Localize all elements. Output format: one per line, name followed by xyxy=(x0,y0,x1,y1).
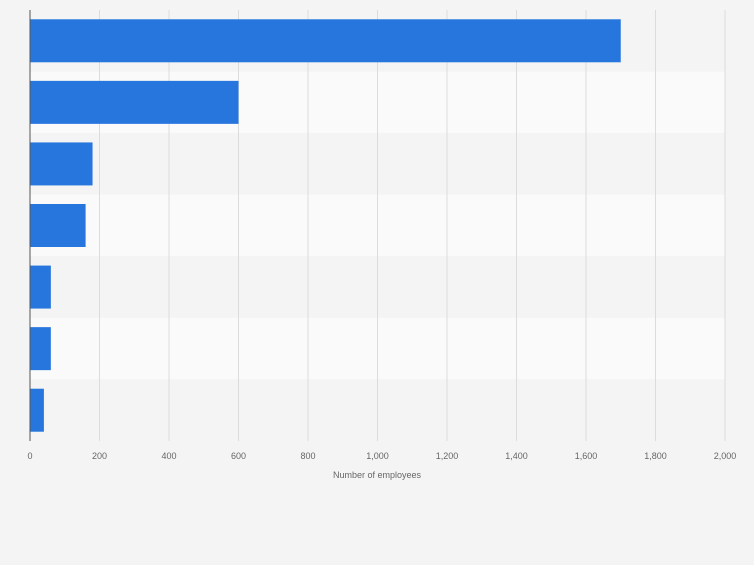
bar xyxy=(30,204,86,247)
x-tick-label: 1,600 xyxy=(575,451,598,461)
bar xyxy=(30,327,51,371)
bar xyxy=(30,265,51,309)
bar xyxy=(30,142,93,186)
bars xyxy=(30,19,621,432)
x-tick-label: 1,200 xyxy=(436,451,459,461)
x-tick-label: 1,800 xyxy=(644,451,667,461)
x-tick-label: 800 xyxy=(300,451,315,461)
x-tick-label: 400 xyxy=(161,451,176,461)
x-tick-label: 0 xyxy=(27,451,32,461)
x-tick-label: 1,400 xyxy=(505,451,528,461)
bar xyxy=(30,19,621,63)
bar xyxy=(30,80,239,124)
x-axis-ticks: 0 200 400 600 800 1,000 1,200 1,400 1,600 1,800 2,… xyxy=(27,451,736,461)
x-tick-label: 1,000 xyxy=(366,451,389,461)
x-tick-label: 600 xyxy=(231,451,246,461)
x-tick-label: 200 xyxy=(92,451,107,461)
bar xyxy=(30,388,44,432)
x-tick-label: 2,000 xyxy=(714,451,737,461)
x-axis-title: Number of employees xyxy=(333,470,422,480)
